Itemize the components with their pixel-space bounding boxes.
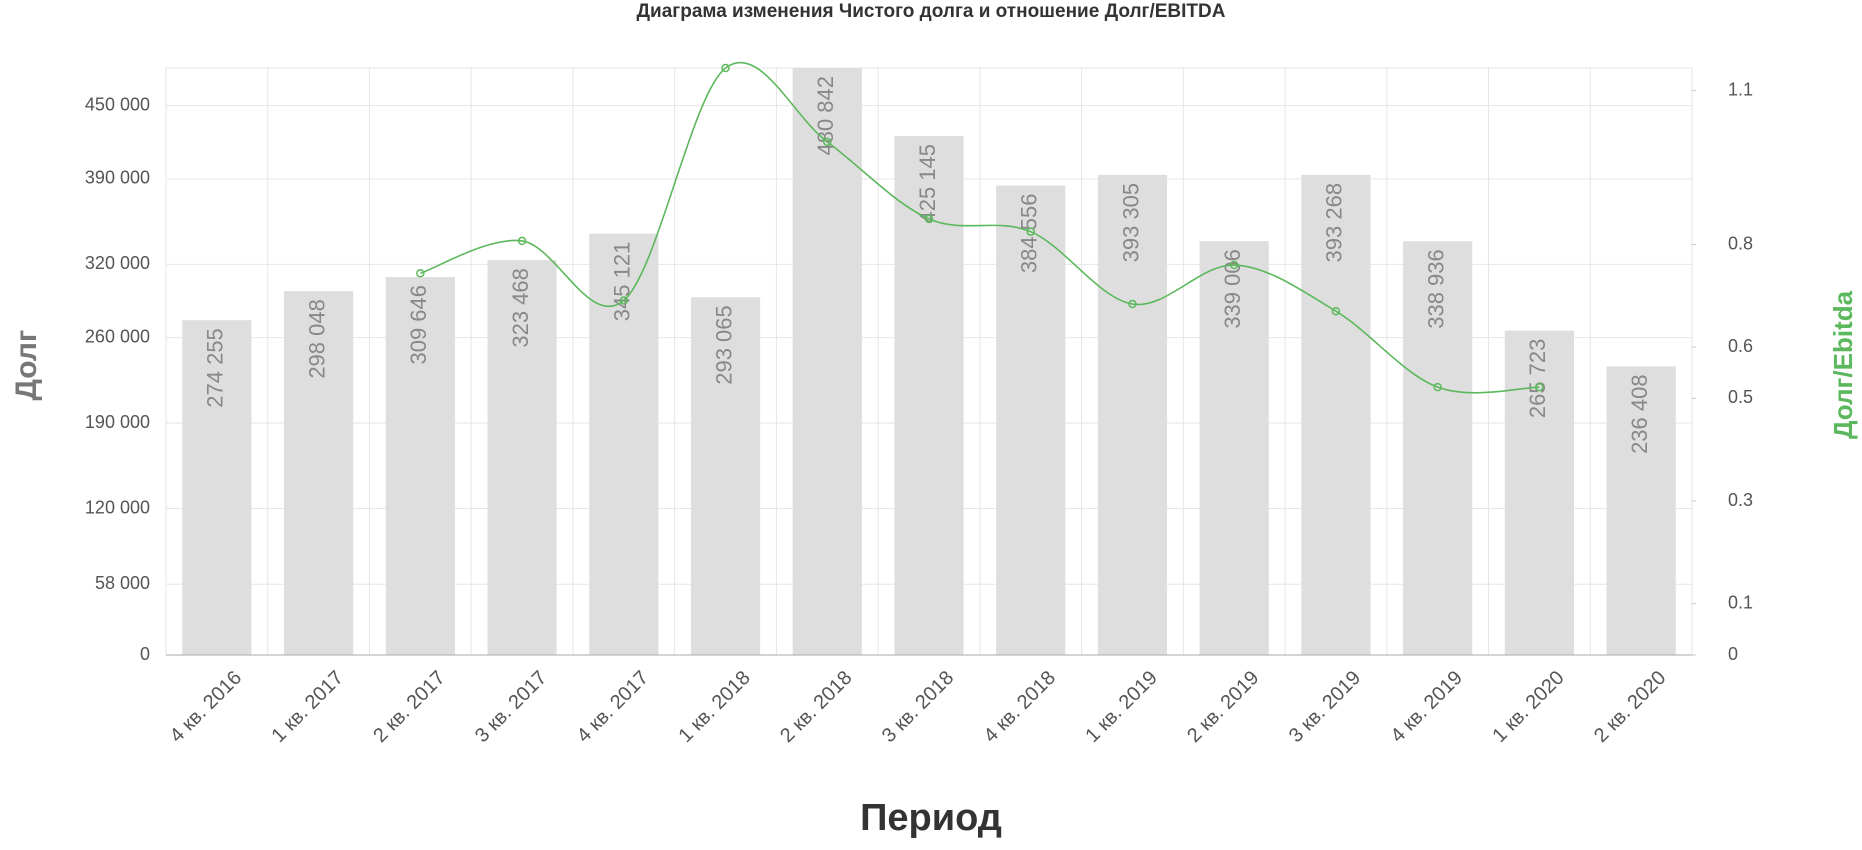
line-point — [416, 268, 425, 278]
x-tick-label: 4 кв. 2018 — [980, 667, 1060, 747]
data-label: 425 145 — [915, 144, 940, 224]
bar — [385, 276, 455, 655]
data-label: 393 268 — [1322, 183, 1347, 263]
line — [420, 61, 1540, 394]
data-label: 345 121 — [610, 242, 635, 322]
y-axis-title: Долг — [10, 330, 43, 401]
data-label: 293 065 — [711, 305, 736, 385]
bar — [690, 297, 761, 655]
y2-tick-label: 1.1 — [1728, 79, 1753, 99]
line-point — [619, 296, 629, 305]
line-point — [1026, 227, 1035, 236]
data-label: 274 255 — [203, 328, 228, 408]
y-tick-label: 320 000 — [85, 253, 150, 273]
data-label: 393 305 — [1118, 183, 1143, 263]
bar — [1301, 174, 1371, 655]
line-point — [1535, 382, 1544, 392]
y-tick-label: 0 — [140, 644, 150, 664]
data-label: 309 646 — [406, 285, 431, 365]
y2-axis-title: Долг/Ebitda — [1828, 290, 1858, 439]
line-point — [924, 214, 934, 224]
data-label: 339 006 — [1220, 249, 1245, 329]
x-tick-label: 4 кв. 2016 — [166, 667, 246, 747]
line-point — [1128, 299, 1137, 309]
data-label: 298 048 — [304, 299, 329, 379]
data-label: 323 468 — [508, 268, 533, 348]
y2-tick-label: 0 — [1728, 644, 1738, 664]
y2-tick-label: 0.6 — [1728, 336, 1753, 356]
bar — [487, 260, 557, 655]
x-tick-label: 1 кв. 2020 — [1488, 667, 1568, 747]
bar — [1504, 330, 1574, 655]
x-tick-label: 3 кв. 2019 — [1285, 667, 1365, 747]
x-tick-label: 3 кв. 2018 — [878, 667, 958, 747]
y-tick-label: 450 000 — [85, 94, 150, 114]
x-axis-title: Период — [860, 797, 1002, 839]
x-tick-label: 4 кв. 2019 — [1387, 667, 1467, 747]
bar — [284, 291, 354, 655]
bar — [1403, 241, 1473, 655]
x-tick-label: 2 кв. 2017 — [369, 667, 449, 747]
y2-tick-label: 0.1 — [1728, 592, 1753, 612]
line-point — [1229, 260, 1239, 270]
data-label: 480 842 — [813, 76, 838, 156]
line-point — [1433, 382, 1442, 392]
bar — [792, 68, 862, 655]
y-tick-label: 260 000 — [85, 326, 150, 346]
y2-tick-label: 0.3 — [1728, 490, 1753, 510]
line-point — [1331, 306, 1341, 316]
x-tick-label: 2 кв. 2020 — [1590, 667, 1670, 747]
x-tick-label: 2 кв. 2019 — [1183, 667, 1263, 747]
data-label: 265 723 — [1525, 339, 1550, 419]
y-tick-label: 190 000 — [85, 412, 150, 432]
y2-tick-label: 0.5 — [1728, 387, 1753, 407]
x-tick-label: 1 кв. 2019 — [1081, 667, 1161, 747]
y-tick-label: 390 000 — [85, 168, 150, 188]
x-tick-label: 4 кв. 2017 — [573, 667, 653, 747]
x-tick-label: 3 кв. 2017 — [471, 667, 551, 747]
x-tick-label: 2 кв. 2018 — [776, 667, 856, 747]
data-label: 338 936 — [1423, 249, 1448, 329]
bar — [1097, 174, 1168, 655]
chart-title: Диаграма изменения Чистого долга и отнош… — [637, 1, 1226, 22]
data-label: 384 556 — [1017, 194, 1042, 274]
y-tick-label: 58 000 — [95, 573, 150, 593]
y2-tick-label: 0.8 — [1728, 233, 1753, 253]
data-label: 236 408 — [1627, 374, 1652, 454]
bar — [996, 185, 1066, 655]
line-point — [823, 137, 832, 147]
line-point — [721, 63, 730, 73]
bar — [1606, 366, 1676, 655]
x-tick-label: 1 кв. 2018 — [674, 667, 754, 747]
bar — [182, 320, 252, 655]
x-tick-label: 1 кв. 2017 — [267, 667, 347, 747]
y-tick-label: 120 000 — [85, 497, 150, 517]
line-point — [517, 236, 527, 246]
bar — [1199, 241, 1269, 655]
